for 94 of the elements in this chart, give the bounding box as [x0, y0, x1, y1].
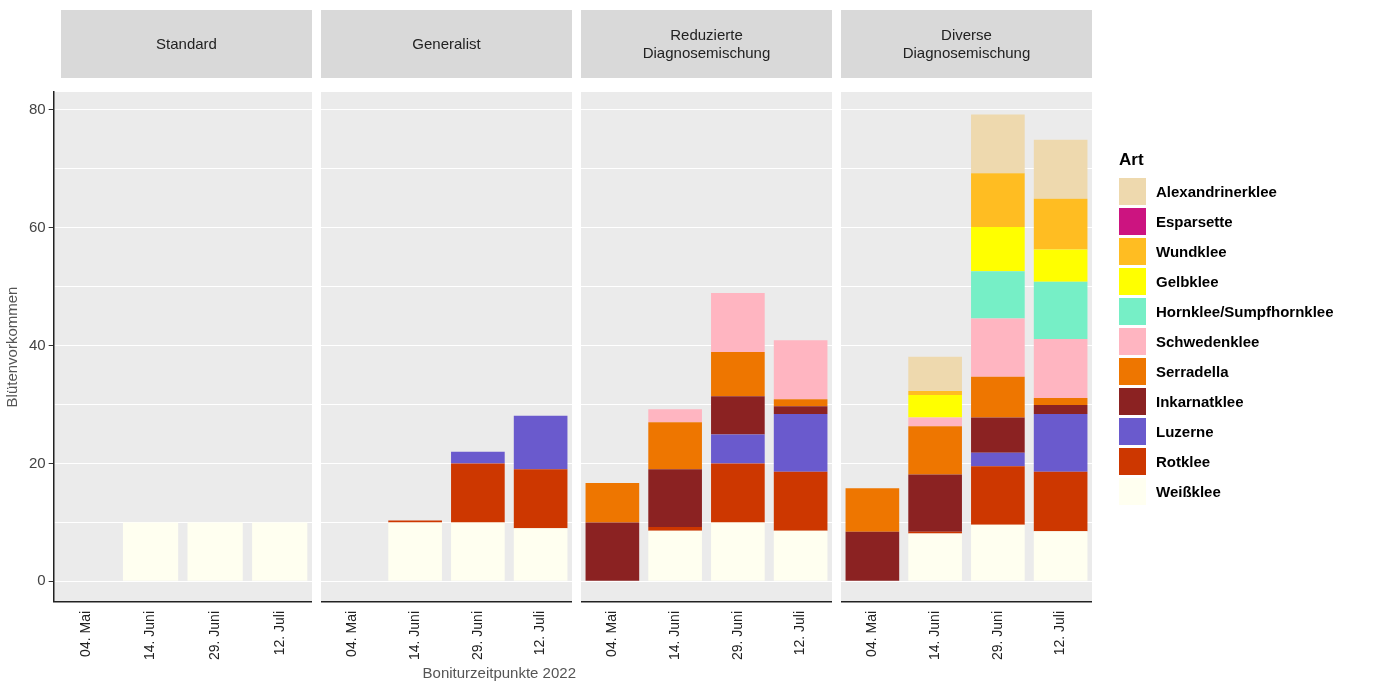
x-tick-label: 14. Juni [925, 610, 942, 661]
legend-label: Gelbklee [1156, 272, 1219, 290]
bar [1033, 471, 1088, 532]
x-tick-label: 29. Juni [205, 610, 222, 661]
x-tick-label: 14. Juni [405, 610, 422, 661]
x-tick-label: 12. Juli [791, 610, 808, 656]
y-tick-label: 20 [29, 453, 46, 471]
bar [908, 356, 962, 391]
x-tick-label: 04. Mai [603, 610, 620, 657]
bar [971, 524, 1025, 581]
bar [971, 452, 1025, 467]
chart-title: Reduzierte Diagnosemischung [641, 26, 772, 62]
bar [908, 390, 962, 396]
bar [773, 413, 828, 472]
bar [711, 351, 765, 397]
legend-label: Inkarnatklee [1156, 392, 1244, 410]
x-tick-label: 04. Mai [343, 610, 360, 657]
bar [388, 522, 442, 581]
chart-title: Diverse Diagnosemischung [901, 26, 1032, 62]
x-tick-label: 14. Juni [141, 610, 158, 661]
bar [908, 395, 962, 418]
bar [971, 318, 1025, 377]
y-axis-title: Blütenvorkommen [3, 286, 21, 408]
chart-title: Standard [156, 35, 217, 53]
bar [711, 522, 765, 581]
bar [773, 340, 828, 400]
bar [1033, 531, 1088, 581]
bar [845, 488, 900, 532]
bar [711, 434, 765, 464]
legend-label: Schwedenklee [1156, 332, 1260, 350]
legend-label: Serradella [1156, 362, 1229, 380]
legend-label: Alexandrinerklee [1156, 182, 1277, 200]
x-tick-label: 12. Juli [270, 610, 287, 656]
x-tick-label: 29. Juni [988, 610, 1005, 661]
bar [648, 527, 702, 531]
bar [1033, 405, 1088, 414]
bar [711, 396, 765, 435]
bar [585, 482, 640, 523]
bar [513, 528, 568, 581]
bar [971, 271, 1025, 319]
bar [1033, 413, 1088, 472]
bar [648, 469, 702, 528]
x-tick-label: 29. Juni [468, 610, 485, 661]
bar [971, 173, 1025, 228]
bar [1033, 397, 1088, 406]
bar [648, 409, 702, 423]
bar [711, 293, 765, 352]
chart-title: Generalist [412, 35, 481, 53]
y-tick-label: 80 [29, 99, 46, 117]
y-tick-label: 60 [29, 217, 46, 235]
bar [908, 426, 962, 475]
bar [773, 530, 828, 581]
x-axis-title: Boniturzeitpunkte 2022 [422, 664, 576, 681]
bar [451, 463, 505, 523]
bar [451, 522, 505, 581]
bar [1033, 139, 1088, 199]
bar [648, 530, 702, 581]
bar [971, 227, 1025, 272]
legend-label: Rotklee [1156, 452, 1211, 470]
y-tick-label: 0 [37, 571, 46, 589]
bar [773, 406, 828, 414]
legend-label: Weißklee [1156, 482, 1221, 500]
bar [908, 474, 962, 532]
bar [711, 463, 765, 523]
legend-label: Hornklee/Sumpfhornklee [1156, 302, 1334, 320]
bar [1033, 198, 1088, 250]
bar [451, 451, 505, 464]
bar [971, 417, 1025, 453]
legend-label: Luzerne [1156, 422, 1214, 440]
bar [845, 531, 900, 581]
legend-label: Esparsette [1156, 212, 1233, 230]
bar [513, 415, 568, 470]
x-tick-label: 04. Mai [863, 610, 880, 657]
bar [1033, 339, 1088, 398]
x-tick-label: 14. Juni [665, 610, 682, 661]
bar [971, 114, 1025, 174]
bar [773, 471, 828, 531]
bar [585, 522, 640, 581]
x-tick-label: 12. Juli [1051, 610, 1068, 656]
x-tick-label: 12. Juli [531, 610, 548, 656]
legend-title: Art [1119, 150, 1145, 170]
legend-label: Wundklee [1156, 242, 1227, 260]
bar [513, 469, 568, 529]
bar [773, 399, 828, 407]
bar [1033, 281, 1088, 340]
x-tick-label: 04. Mai [76, 610, 93, 657]
bar [971, 466, 1025, 525]
x-tick-label: 29. Juni [728, 610, 745, 661]
bar [1033, 249, 1088, 282]
y-tick-label: 40 [29, 335, 46, 353]
bar [648, 422, 702, 470]
bar [908, 417, 962, 427]
bar [971, 376, 1025, 418]
bar [908, 533, 962, 581]
